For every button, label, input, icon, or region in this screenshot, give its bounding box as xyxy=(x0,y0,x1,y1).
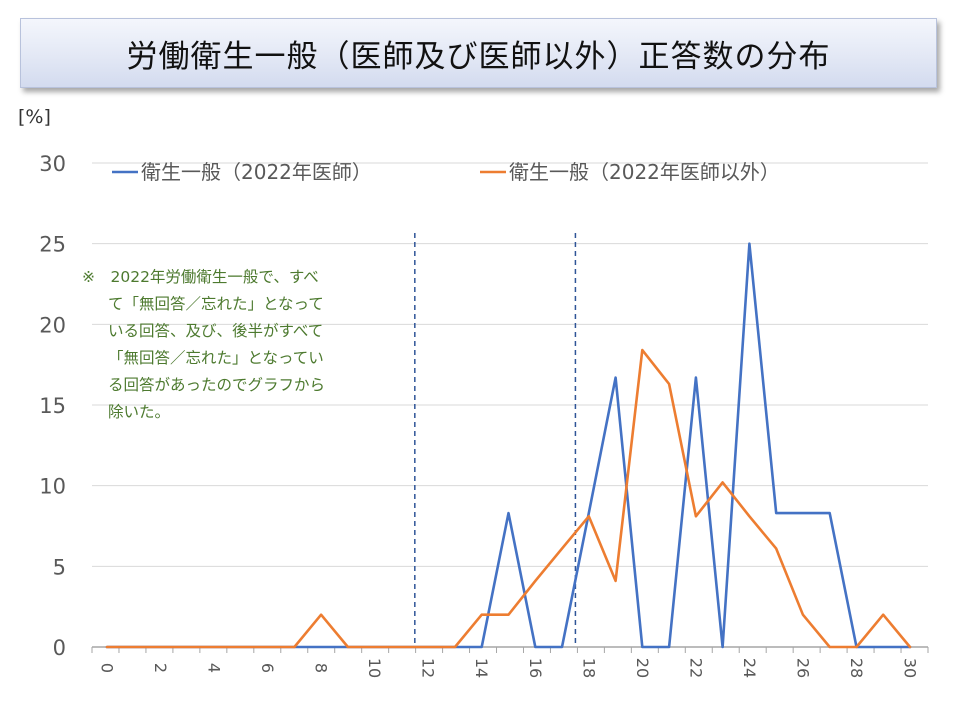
note-line: ※ 2022年労働衛生一般で、すべ xyxy=(82,268,319,286)
grid-layer xyxy=(92,162,928,567)
legend: 衛生一般（2022年医師） 衛生一般（2022年医師以外） xyxy=(112,160,780,184)
legend-label: 衛生一般（2022年医師以外） xyxy=(509,160,780,184)
series-layer xyxy=(105,242,912,649)
x-tick-label: 10 xyxy=(365,658,384,678)
y-tick-label: 20 xyxy=(39,313,66,337)
note-line: 除いた。 xyxy=(108,403,171,421)
x-tick-label: 8 xyxy=(312,663,331,673)
title-banner: 労働衛生一般（医師及び医師以外）正答数の分布 xyxy=(20,18,937,88)
x-tick-label: 0 xyxy=(98,663,117,673)
page-title: 労働衛生一般（医師及び医師以外）正答数の分布 xyxy=(126,38,831,75)
x-tick-label: 18 xyxy=(579,658,598,678)
x-tick-label: 16 xyxy=(526,658,545,678)
y-tick-label: 25 xyxy=(39,233,66,257)
x-tick-label: 12 xyxy=(419,658,438,678)
chart-note: ※ 2022年労働衛生一般で、すべ て「無回答／忘れた」となって いる回答、及び… xyxy=(82,264,412,426)
y-unit-label: [%] xyxy=(18,106,51,128)
x-tick-label: 28 xyxy=(847,658,866,678)
legend-label: 衛生一般（2022年医師） xyxy=(141,160,372,184)
y-tick-label: 15 xyxy=(39,394,66,418)
note-line: いる回答、及び、後半がすべて xyxy=(108,322,324,340)
x-tick-label: 26 xyxy=(793,658,812,678)
x-tick-label: 14 xyxy=(472,658,491,678)
y-tick-label: 30 xyxy=(39,152,66,176)
note-line: る回答があったのでグラフから xyxy=(108,376,326,394)
y-tick-label: 5 xyxy=(53,555,66,579)
series-line-non-doctors xyxy=(105,348,912,649)
x-tick-label: 22 xyxy=(686,658,705,678)
x-tick-label: 6 xyxy=(258,663,277,673)
x-tick-label: 2 xyxy=(151,663,170,673)
y-tick-label: 10 xyxy=(39,475,66,499)
x-tick-label: 4 xyxy=(205,663,224,673)
y-tick-label: 0 xyxy=(53,636,66,660)
note-line: 「無回答／忘れた」となってい xyxy=(108,349,324,367)
x-tick-label: 20 xyxy=(633,658,652,678)
x-tick-label: 30 xyxy=(901,658,920,678)
x-tick-label: 24 xyxy=(740,658,759,678)
note-line: て「無回答／忘れた」となって xyxy=(108,295,324,313)
